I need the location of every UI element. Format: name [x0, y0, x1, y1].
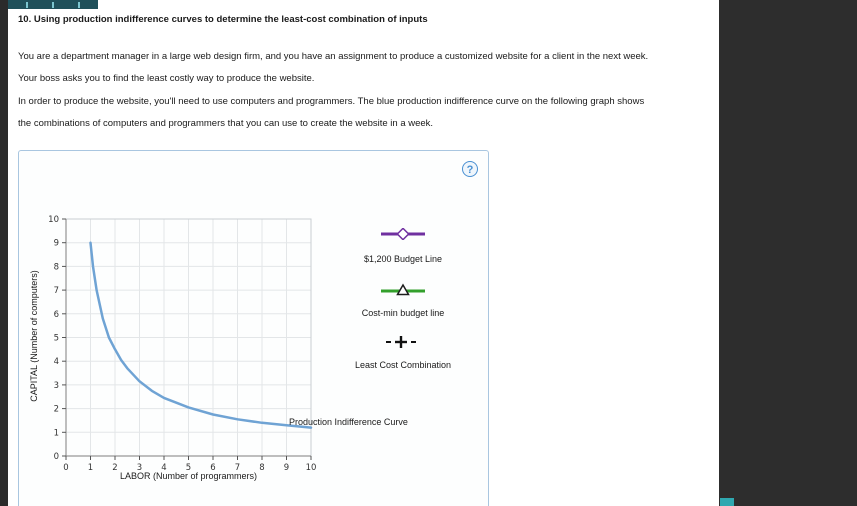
least-cost-point-tool[interactable] — [386, 334, 416, 350]
svg-text:3: 3 — [137, 463, 142, 473]
corner-widget-fragment — [720, 498, 734, 506]
indifference-curve-chart: 0 1 2 3 4 5 6 7 8 9 10 0 1 2 3 4 5 6 7 8 9 10 — [48, 215, 316, 473]
paragraph-2-line-1: In order to produce the website, you'll … — [18, 96, 645, 107]
svg-text:2: 2 — [112, 463, 117, 473]
toolbar-notch — [26, 2, 28, 8]
paragraph-1-line-1: You are a department manager in a large … — [18, 51, 649, 62]
cost-min-line-label: Cost-min budget line — [361, 308, 445, 318]
svg-text:9: 9 — [54, 239, 59, 249]
question-title: 10. Using production indifference curves… — [18, 14, 428, 25]
svg-text:7: 7 — [54, 286, 59, 296]
chart-gridlines — [65, 218, 312, 457]
indifference-curve-label: Production Indifference Curve — [289, 417, 408, 427]
svg-text:6: 6 — [54, 310, 59, 320]
x-axis-label: LABOR (Number of programmers) — [119, 471, 258, 481]
left-dark-strip — [0, 0, 8, 506]
cost-min-line-tool[interactable] — [381, 283, 425, 296]
svg-text:8: 8 — [54, 262, 59, 272]
right-dark-panel — [719, 0, 857, 506]
paragraph-2: In order to produce the website, you'll … — [18, 91, 718, 135]
svg-text:8: 8 — [259, 463, 264, 473]
svg-text:10: 10 — [306, 463, 317, 473]
paragraph-2-line-2: the combinations of computers and progra… — [18, 118, 434, 129]
y-axis-label: CAPITAL (Number of computers) — [29, 270, 39, 402]
paragraph-1: You are a department manager in a large … — [18, 46, 718, 90]
production-indifference-curve — [89, 241, 313, 429]
least-cost-label: Least Cost Combination — [354, 360, 452, 370]
toolbar-fragment — [8, 0, 98, 9]
content-area: 10. Using production indifference curves… — [8, 0, 719, 506]
paragraph-1-line-2: Your boss asks you to find the least cos… — [18, 73, 315, 84]
svg-text:3: 3 — [54, 381, 59, 391]
svg-text:0: 0 — [54, 452, 59, 462]
graph-panel: ? 0 1 2 3 4 5 6 7 8 9 10 0 1 2 3 4 5 6 7 8 9 10 CAPITAL (Numb… — [18, 150, 489, 506]
svg-text:5: 5 — [54, 334, 59, 344]
svg-text:4: 4 — [161, 463, 166, 473]
svg-text:6: 6 — [210, 463, 215, 473]
cost-min-triangle-marker-icon — [396, 283, 410, 296]
svg-text:10: 10 — [48, 215, 59, 225]
svg-text:4: 4 — [54, 357, 59, 367]
svg-text:0: 0 — [63, 463, 68, 473]
svg-text:7: 7 — [235, 463, 240, 473]
budget-line-diamond-marker-icon — [396, 228, 410, 240]
chart-tick-labels: 0 1 2 3 4 5 6 7 8 9 10 0 1 2 3 4 5 6 7 8 9 10 — [48, 215, 316, 473]
toolbar-notch — [78, 2, 80, 8]
toolbar-notch — [52, 2, 54, 8]
svg-text:1: 1 — [88, 463, 93, 473]
svg-text:9: 9 — [284, 463, 289, 473]
budget-line-tool[interactable] — [381, 228, 425, 240]
help-icon[interactable]: ? — [462, 161, 478, 177]
svg-text:1: 1 — [54, 428, 59, 438]
svg-text:2: 2 — [54, 405, 59, 415]
svg-text:5: 5 — [186, 463, 191, 473]
budget-line-label: $1,200 Budget Line — [363, 254, 443, 264]
